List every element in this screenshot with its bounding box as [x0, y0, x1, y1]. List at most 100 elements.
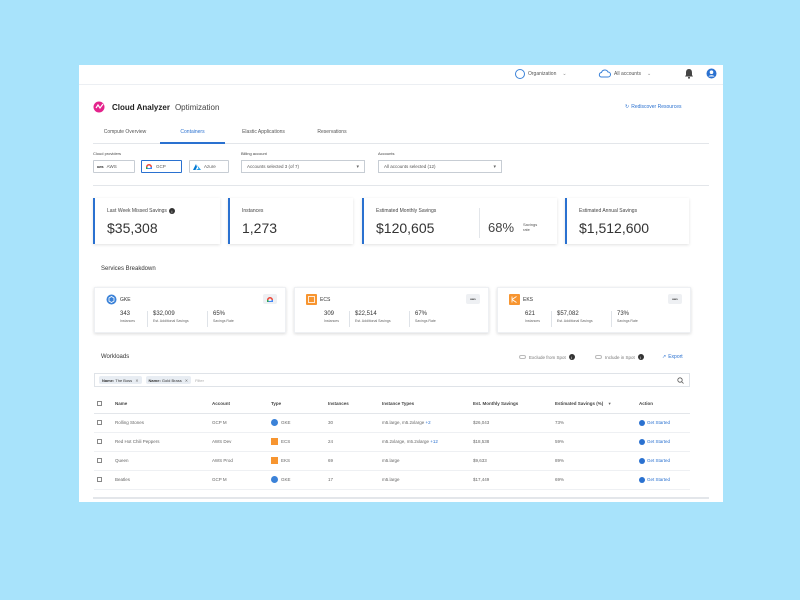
divider	[207, 311, 208, 327]
service-instances-value: 343	[120, 311, 131, 317]
provider-aws-button[interactable]: aws AWS	[93, 160, 135, 173]
accounts-selector[interactable]: All accounts ⌄	[598, 69, 651, 78]
play-icon	[639, 457, 645, 464]
aws-badge-icon: aws	[466, 294, 480, 304]
service-name: ECS	[320, 297, 331, 303]
user-icon[interactable]	[706, 68, 717, 79]
play-icon	[639, 419, 645, 426]
workloads-filter-bar[interactable]: Name: The Boss ✕ Name: Gold Brass ✕ Filt…	[94, 373, 690, 387]
close-icon[interactable]: ✕	[135, 377, 139, 383]
filter-chip[interactable]: Name: The Boss ✕	[99, 376, 142, 384]
row-savings: $18,538	[470, 432, 552, 452]
eks-icon	[271, 457, 278, 464]
organization-label: Organization	[528, 71, 557, 77]
info-icon[interactable]: i	[168, 208, 175, 214]
play-icon	[639, 438, 645, 445]
row-instance-types: m5.2xlarge, m5.2xlarge	[382, 439, 430, 444]
workloads-table: Name Account Type Instances Instance Typ…	[94, 395, 690, 490]
service-card-ecs[interactable]: ECS aws 309 Instances $22,514 Est. Addit…	[294, 287, 489, 333]
exclude-from-spot-label: Exclude from Spot	[529, 354, 566, 360]
column-instance-types[interactable]: Instance Types	[379, 395, 470, 414]
caret-down-icon: ▾	[356, 164, 359, 170]
toggle-switch[interactable]	[595, 355, 602, 359]
row-savings-pct: 89%	[552, 451, 636, 471]
service-savings-value: $22,514	[355, 311, 377, 317]
row-checkbox[interactable]	[97, 457, 102, 463]
exclude-from-spot-toggle[interactable]: Exclude from Spot i	[519, 354, 575, 360]
row-checkbox[interactable]	[97, 419, 102, 425]
sort-down-icon[interactable]: ▾	[608, 400, 611, 406]
search-icon[interactable]	[677, 377, 684, 384]
gke-icon	[271, 476, 278, 483]
bell-icon[interactable]	[684, 68, 694, 79]
get-started-button[interactable]: Get Started	[639, 419, 690, 426]
info-icon[interactable]: i	[637, 354, 644, 360]
accounts-select[interactable]: All accounts selected (12) ▾	[378, 160, 502, 173]
row-savings: $9,633	[470, 451, 552, 471]
billing-account-value: Accounts selected 3 (of 7)	[247, 164, 300, 169]
tab-elastic-applications[interactable]: Elastic Applications	[242, 129, 285, 135]
accounts-filter-label: Accounts	[378, 151, 395, 156]
billing-account-select[interactable]: Accounts selected 3 (of 7) ▾	[241, 160, 365, 173]
table-row[interactable]: Rolling Stones GCP M GKE 30 m5.large, m5…	[94, 413, 690, 433]
chip-value: Gold Brass	[161, 377, 182, 383]
service-savings-value: $57,082	[557, 311, 579, 317]
row-type: EKS	[281, 458, 291, 463]
table-row[interactable]: Queen AWS Prod EKS 69 m5.large $9,633 89…	[94, 451, 690, 471]
get-started-button[interactable]: Get Started	[639, 438, 690, 445]
metric-value: $1,512,600	[579, 220, 650, 236]
row-savings: $17,449	[470, 470, 552, 490]
service-card-gke[interactable]: GKE 343 Instances $32,009 Est. Additiona…	[94, 287, 286, 333]
column-account[interactable]: Account	[209, 395, 268, 414]
toggle-switch[interactable]	[519, 355, 526, 359]
caret-down-icon: ▾	[493, 164, 496, 170]
service-name: GKE	[120, 297, 131, 303]
ecs-icon	[271, 438, 278, 445]
organization-selector[interactable]: Organization ⌄	[515, 69, 567, 79]
service-card-eks[interactable]: EKS aws 621 Instances $57,082 Est. Addit…	[497, 287, 691, 333]
row-more-types[interactable]: +12	[430, 439, 438, 444]
gke-icon	[106, 294, 117, 305]
divider	[611, 311, 612, 327]
include-in-spot-toggle[interactable]: Include in Spot i	[595, 354, 644, 360]
metric-label: Estimated Monthly Savings	[376, 208, 437, 214]
tab-reservations[interactable]: Reservations	[317, 129, 347, 135]
column-estimated-savings-pct[interactable]: Estimated Savings (%) ▾	[552, 395, 636, 414]
row-type: ECS	[281, 439, 291, 444]
provider-azure-button[interactable]: Azure	[189, 160, 229, 173]
tab-compute-overview[interactable]: Compute Overview	[103, 129, 147, 135]
row-checkbox[interactable]	[97, 438, 102, 444]
services-breakdown-title: Services Breakdown	[101, 266, 156, 272]
close-icon[interactable]: ✕	[184, 377, 189, 383]
filter-input[interactable]: Filter	[195, 377, 204, 383]
info-icon[interactable]: i	[568, 354, 575, 360]
metric-value: $35,308	[107, 220, 158, 236]
provider-azure-label: Azure	[204, 164, 216, 169]
get-started-button[interactable]: Get Started	[639, 476, 690, 483]
provider-gcp-button[interactable]: GCP	[141, 160, 182, 173]
page-subtitle: Optimization	[174, 102, 220, 112]
row-savings-pct: 59%	[552, 432, 636, 452]
service-rate-value: 65%	[213, 311, 226, 317]
row-checkbox[interactable]	[97, 476, 102, 482]
table-row[interactable]: Red Hot Chili Peppers AWS Dev ECS 24 m5.…	[94, 432, 690, 452]
column-type[interactable]: Type	[268, 395, 325, 414]
include-in-spot-label: Include in Spot	[605, 354, 635, 360]
row-account: AWS Prod	[209, 451, 268, 471]
divider	[147, 311, 148, 327]
column-instances[interactable]: Instances	[325, 395, 379, 414]
metric-estimated-annual-savings: Estimated Annual Savings $1,512,600	[565, 198, 689, 244]
export-button[interactable]: ↗ Export	[662, 354, 683, 360]
provider-aws-label: AWS	[106, 164, 117, 169]
filter-chip[interactable]: Name: Gold Brass ✕	[145, 376, 192, 384]
rediscover-resources-button[interactable]: ↻ Rediscover Resources	[625, 104, 682, 110]
select-all-checkbox[interactable]	[97, 400, 102, 406]
column-name[interactable]: Name	[112, 395, 209, 414]
row-more-types[interactable]: +2	[425, 420, 431, 425]
table-row[interactable]: Beatles GCP M GKE 17 m5.large $17,449 69…	[94, 470, 690, 490]
accounts-label: All accounts	[614, 70, 641, 77]
get-started-button[interactable]: Get Started	[639, 457, 690, 464]
column-est-monthly-savings[interactable]: Est. Monthly Savings	[470, 395, 552, 414]
tab-containers[interactable]: Containers	[160, 129, 225, 144]
cloud-analyzer-logo-icon	[93, 101, 105, 113]
